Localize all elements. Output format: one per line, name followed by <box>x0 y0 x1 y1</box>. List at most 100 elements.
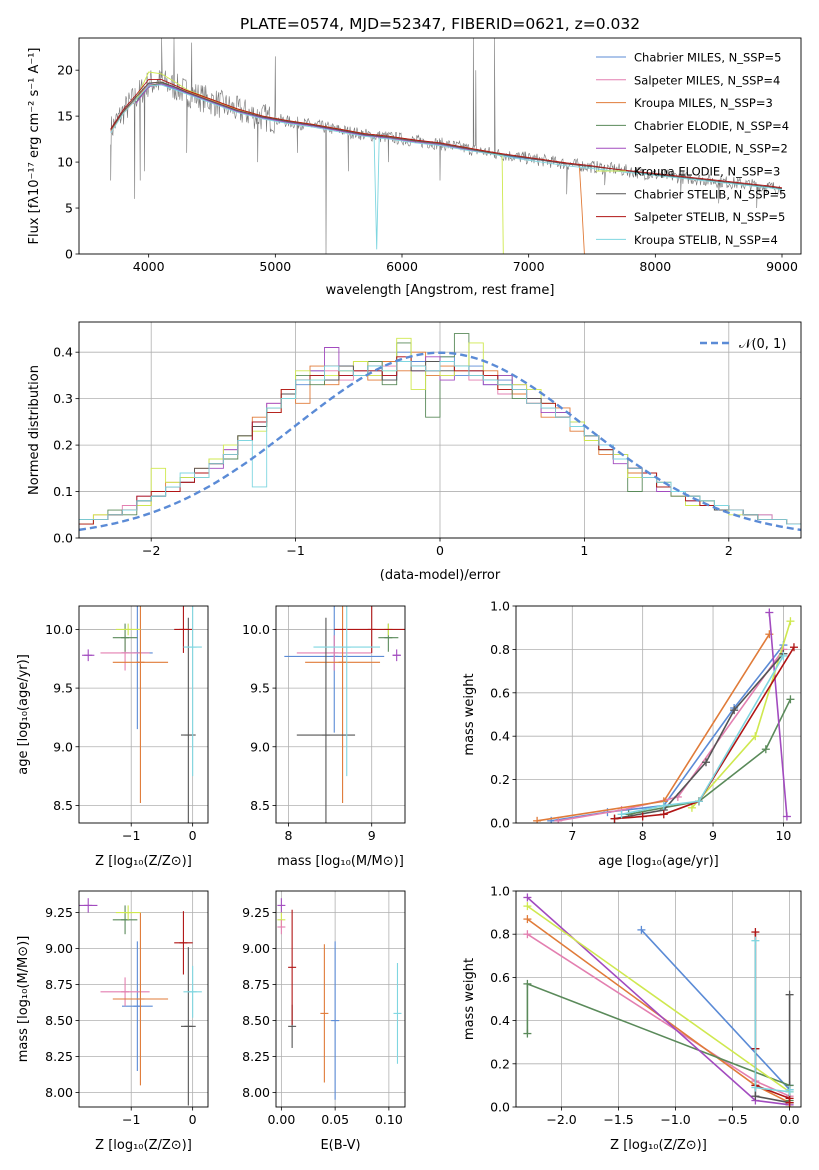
plot-area <box>523 893 794 1107</box>
errorbar-point <box>115 623 141 636</box>
y-tick-label: 1.0 <box>490 599 510 614</box>
x-tick-label: 9 <box>368 828 376 843</box>
weight-point-marker <box>730 706 739 715</box>
axes-frame <box>78 321 802 539</box>
errorbar-point <box>122 941 153 1071</box>
weight-point-marker <box>785 1085 794 1094</box>
weight-point-marker <box>533 816 542 823</box>
y-tick-label: 8.75 <box>45 977 73 992</box>
weight-point-marker <box>659 810 668 819</box>
errorbar-point <box>112 606 169 804</box>
weight-point-marker <box>751 928 760 937</box>
plot-area <box>79 333 801 538</box>
figure-title: PLATE=0574, MJD=52347, FIBERID=0621, z=0… <box>240 15 640 33</box>
weight-point-marker <box>786 617 795 626</box>
x-tick-label: −1.0 <box>660 1112 690 1127</box>
legend-label: Chabrier MILES, N_SSP=5 <box>634 51 781 65</box>
weight-point-marker <box>638 812 647 821</box>
errorbar-point <box>112 905 138 935</box>
legend-label: Salpeter STELIB, N_SSP=5 <box>634 210 785 224</box>
y-tick-label: 0.1 <box>53 484 73 499</box>
y-tick-label: 0.0 <box>490 816 510 831</box>
x-tick-label: 5000 <box>259 259 291 274</box>
spectrum-series-line <box>110 81 585 254</box>
weight-point-marker <box>765 630 774 639</box>
y-tick-label: 10.0 <box>242 622 270 637</box>
legend-label: Kroupa ELODIE, N_SSP=3 <box>634 165 780 179</box>
weight-point-marker <box>765 608 774 617</box>
grid-lines <box>276 606 405 823</box>
errorbar-point <box>180 617 196 823</box>
y-tick-label: 0.6 <box>490 685 510 700</box>
y-tick-label: 0.2 <box>490 1056 510 1071</box>
x-tick-label: 6000 <box>386 259 418 274</box>
x-tick-label: 0 <box>189 828 197 843</box>
weight-point-marker <box>523 979 532 988</box>
errorbar-point <box>180 947 196 1106</box>
x-axis-label: mass [log₁₀(M/M⊙)] <box>277 854 404 869</box>
x-tick-label: 7000 <box>513 259 545 274</box>
x-axis-label: E(B-V) <box>320 1138 360 1153</box>
y-tick-label: 0.4 <box>490 729 510 744</box>
axes-frame <box>78 37 802 255</box>
y-tick-label: 10.0 <box>45 622 73 637</box>
weight-series-line <box>768 612 788 817</box>
panel-age_vs_mass: 8 9 8.5 9.0 9.5 10.0 mass [log₁₀(M/M⊙)] <box>242 605 406 869</box>
y-tick-label: 0.8 <box>490 642 510 657</box>
errorbar-point <box>82 649 95 662</box>
spectrum-series-line <box>110 84 783 250</box>
weight-point-marker <box>637 925 646 934</box>
x-tick-label: −1.5 <box>603 1112 633 1127</box>
grid-lines <box>516 605 801 824</box>
weight-series-line <box>754 940 791 1093</box>
axes-frame <box>78 605 209 824</box>
axes-frame <box>78 890 209 1108</box>
y-tick-label: 8.50 <box>45 1013 73 1028</box>
plot-area <box>533 608 798 823</box>
y-tick-label: 5 <box>65 201 73 216</box>
errorbar-point <box>277 919 286 935</box>
weight-point-marker <box>523 915 532 924</box>
y-tick-label: 8.25 <box>45 1049 73 1064</box>
x-tick-label: −1 <box>286 543 304 558</box>
weight-point-marker <box>751 936 760 945</box>
plot-area <box>110 38 783 254</box>
errorbar-point <box>296 617 356 823</box>
panel-mass_vs_Z: −1 0 8.00 8.25 8.50 8.75 9.00 9.25 Z [log₁₀(Z/Z⊙… <box>16 890 209 1153</box>
weight-point-marker <box>751 1083 760 1092</box>
x-tick-label: 0 <box>189 1112 197 1127</box>
y-tick-label: 9.5 <box>53 681 73 696</box>
axes-frame <box>275 890 406 1108</box>
weight-point-marker <box>785 1098 794 1107</box>
errorbar-point <box>392 649 401 662</box>
legend-label: Salpeter ELODIE, N_SSP=2 <box>634 142 788 156</box>
plot-area <box>82 606 202 823</box>
weight-point-marker <box>785 990 794 999</box>
errorbar-point <box>174 606 193 653</box>
x-tick-label: 8 <box>285 828 293 843</box>
y-tick-label: 0.2 <box>53 438 73 453</box>
legend-label: 𝒩(0, 1) <box>739 337 786 352</box>
x-tick-label: 0.05 <box>321 1112 349 1127</box>
x-tick-label: 9 <box>709 828 717 843</box>
plot-area <box>284 606 405 823</box>
y-tick-label: 0.2 <box>490 772 510 787</box>
x-tick-label: 8 <box>639 828 647 843</box>
legend-label: Kroupa STELIB, N_SSP=4 <box>634 233 778 247</box>
gaussian-curve <box>79 351 801 532</box>
errorbar-point <box>112 623 138 652</box>
x-tick-label: −1 <box>122 1112 140 1127</box>
errorbar-point <box>320 944 329 1083</box>
y-tick-label: 8.75 <box>242 977 270 992</box>
y-tick-label: 0.0 <box>53 531 73 546</box>
legend-label: Chabrier STELIB, N_SSP=5 <box>634 187 786 201</box>
x-tick-label: −2 <box>142 543 160 558</box>
y-tick-label: 0.4 <box>490 1013 510 1028</box>
grid-lines <box>276 891 405 1107</box>
weight-point-marker <box>761 745 770 754</box>
x-axis-label: age [log₁₀(age/yr)] <box>598 854 719 869</box>
x-tick-label: −0.5 <box>717 1112 747 1127</box>
y-tick-label: 1.0 <box>490 884 510 899</box>
y-axis-label: mass weight <box>462 673 477 755</box>
